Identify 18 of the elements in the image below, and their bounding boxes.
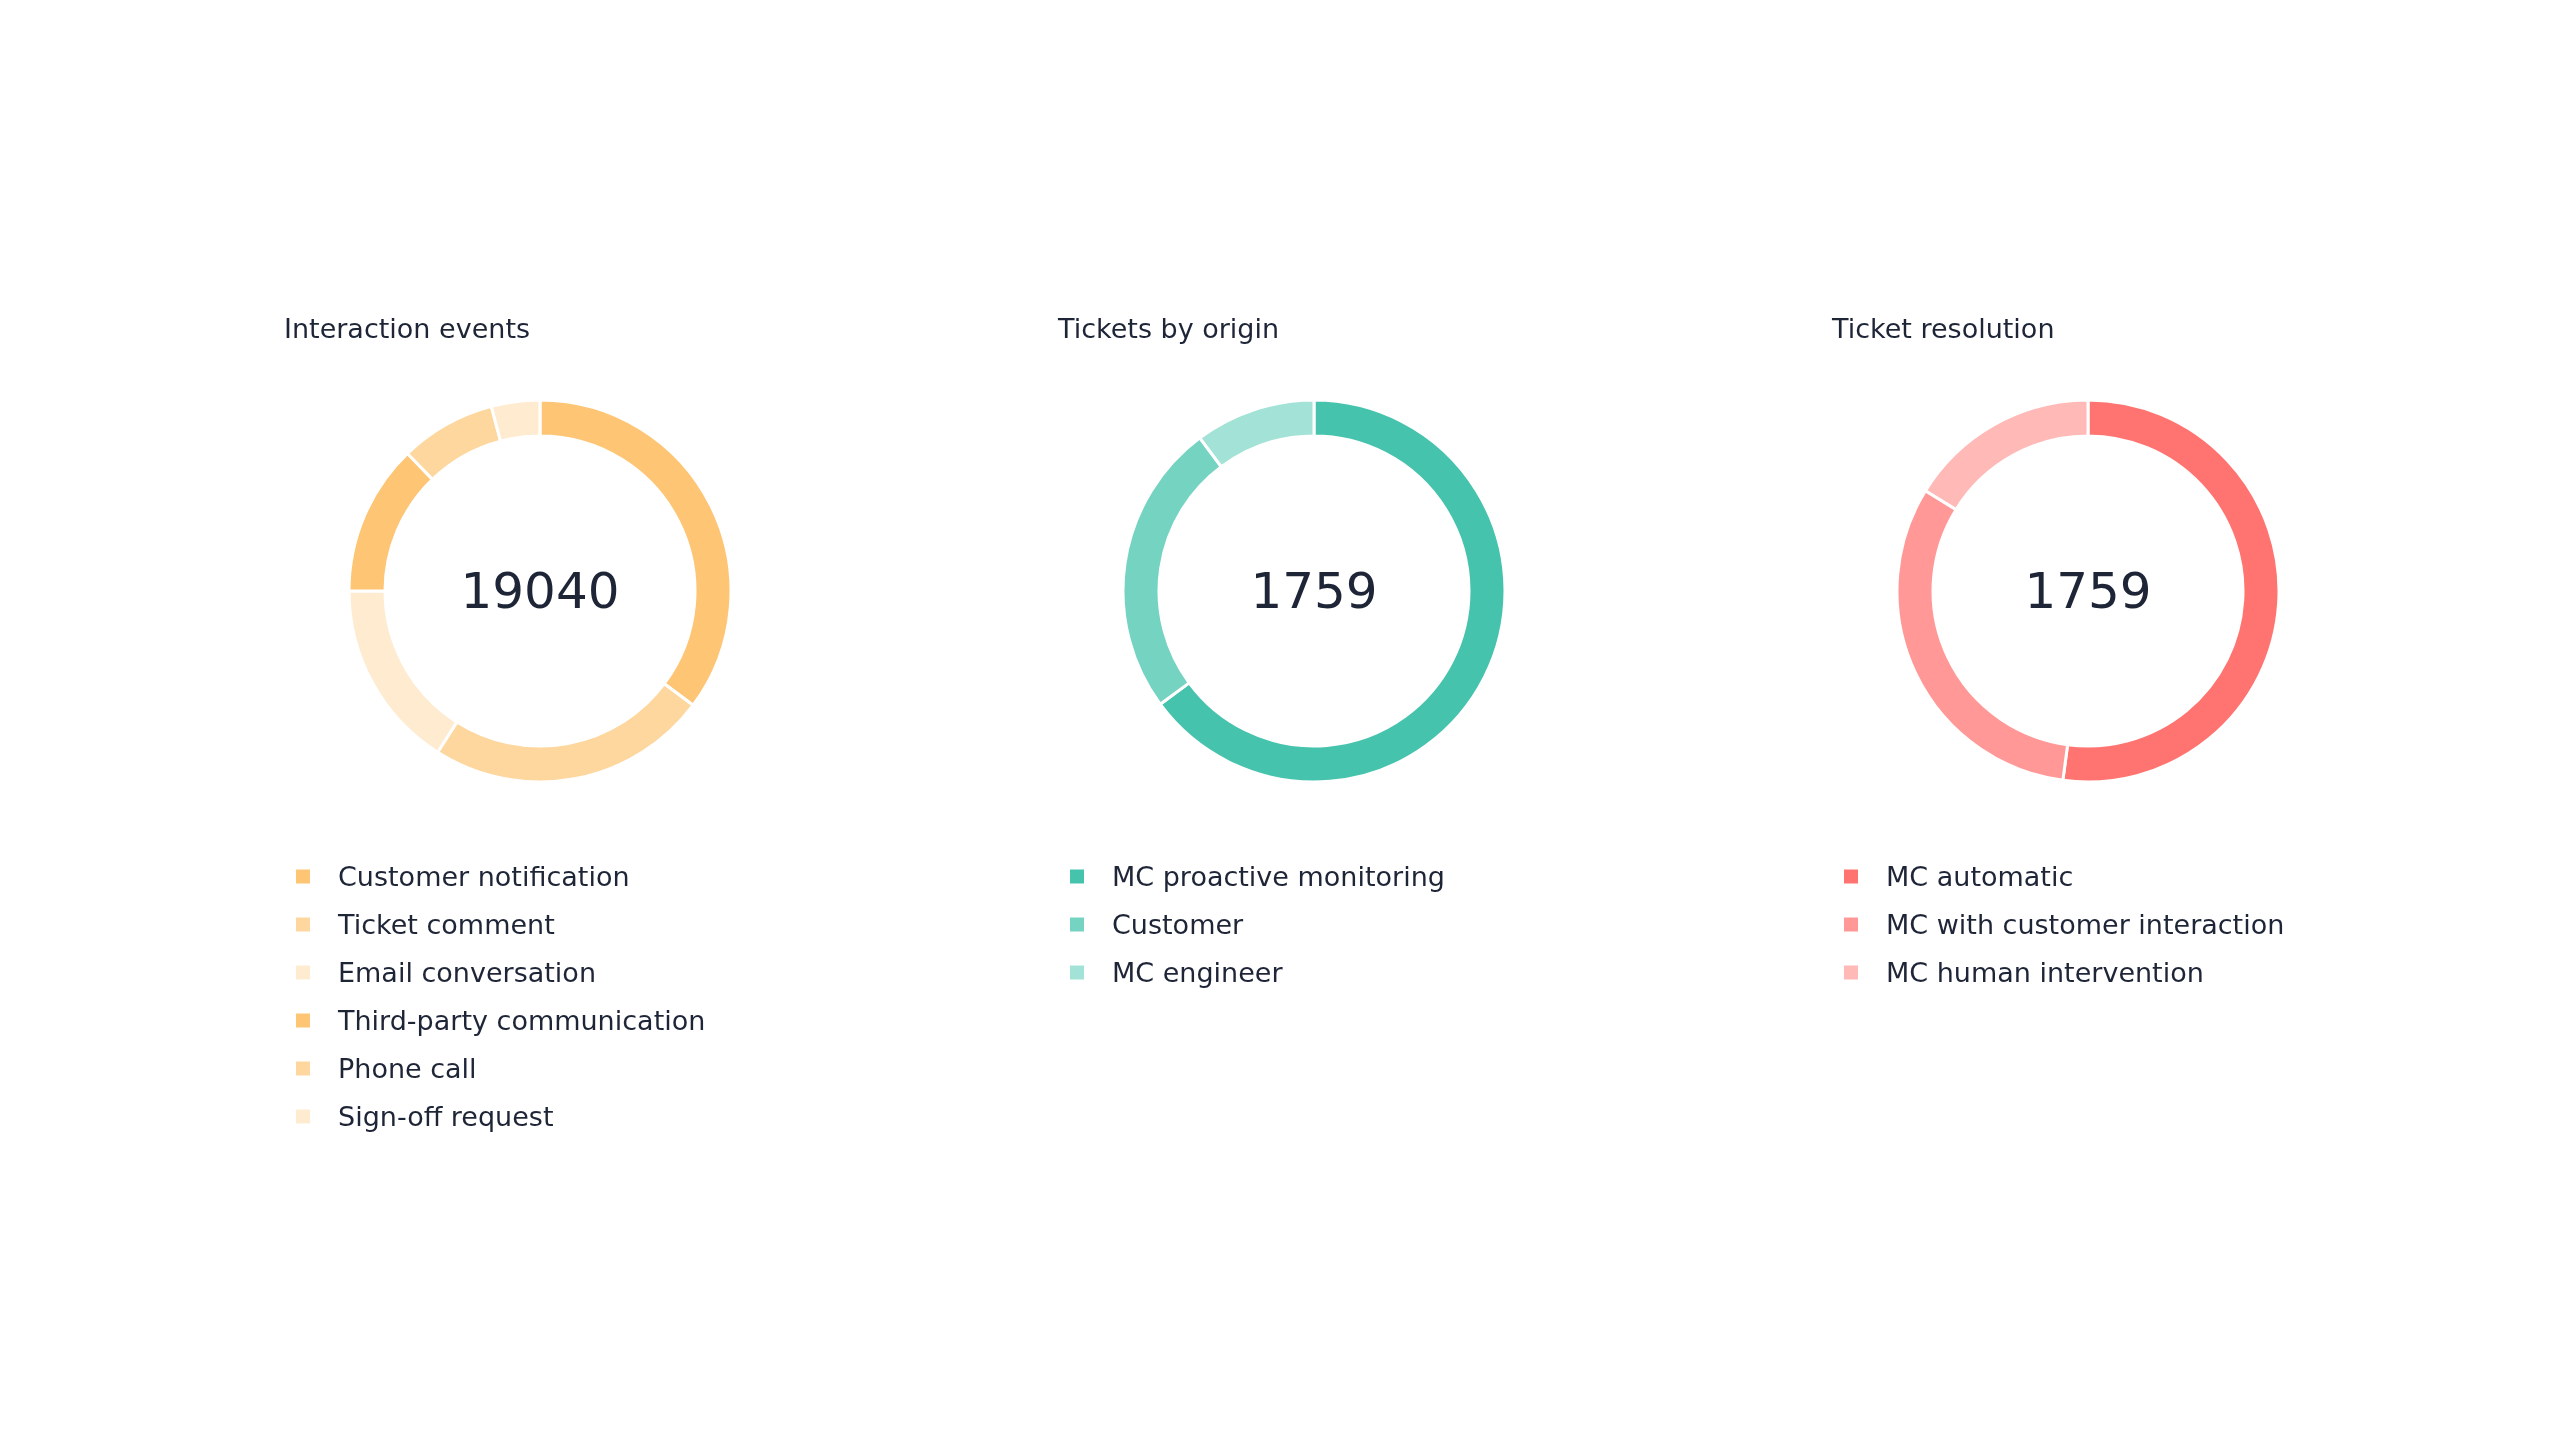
legend-label: Sign-off request — [338, 1101, 554, 1132]
legend-label: MC human intervention — [1886, 957, 2204, 988]
legend-label: Third-party communication — [337, 1005, 706, 1036]
legend-label: Customer notification — [338, 861, 630, 892]
text: 1759 — [1250, 562, 1378, 620]
text: 1759 — [2024, 562, 2152, 620]
chart-title: Interaction events — [284, 313, 531, 344]
text: 19040 — [460, 562, 620, 620]
legend-label: MC engineer — [1112, 957, 1284, 988]
legend-label: Email conversation — [338, 957, 596, 988]
legend-label: MC with customer interaction — [1886, 909, 2285, 940]
legend-label: MC proactive monitoring — [1112, 861, 1445, 892]
legend-label: Customer — [1112, 909, 1245, 940]
legend-label: MC automatic — [1886, 861, 2074, 892]
chart-title: Tickets by origin — [1057, 313, 1280, 344]
legend-label: Phone call — [338, 1053, 477, 1084]
chart-title: Ticket resolution — [1831, 313, 2055, 344]
legend-label: Ticket comment — [337, 909, 555, 940]
